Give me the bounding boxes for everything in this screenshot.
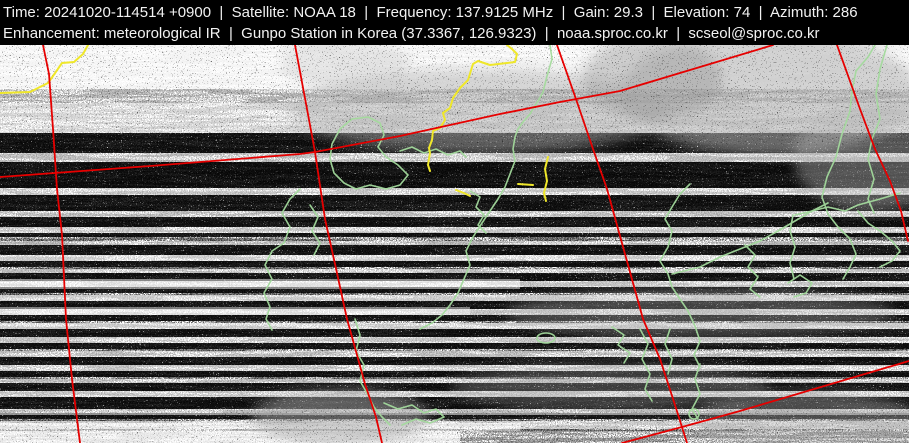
apt-satellite-image: [0, 45, 909, 443]
coastline-overlay: [263, 45, 901, 426]
telemetry-line-2: Enhancement: meteorological IR | Gunpo S…: [3, 25, 820, 42]
map-grid-overlay: [0, 45, 909, 443]
telemetry-line-1: Time: 20241020-114514 +0900 | Satellite:…: [3, 4, 858, 21]
telemetry-header: Time: 20241020-114514 +0900 | Satellite:…: [0, 0, 909, 45]
boundary-overlay: [0, 45, 549, 202]
